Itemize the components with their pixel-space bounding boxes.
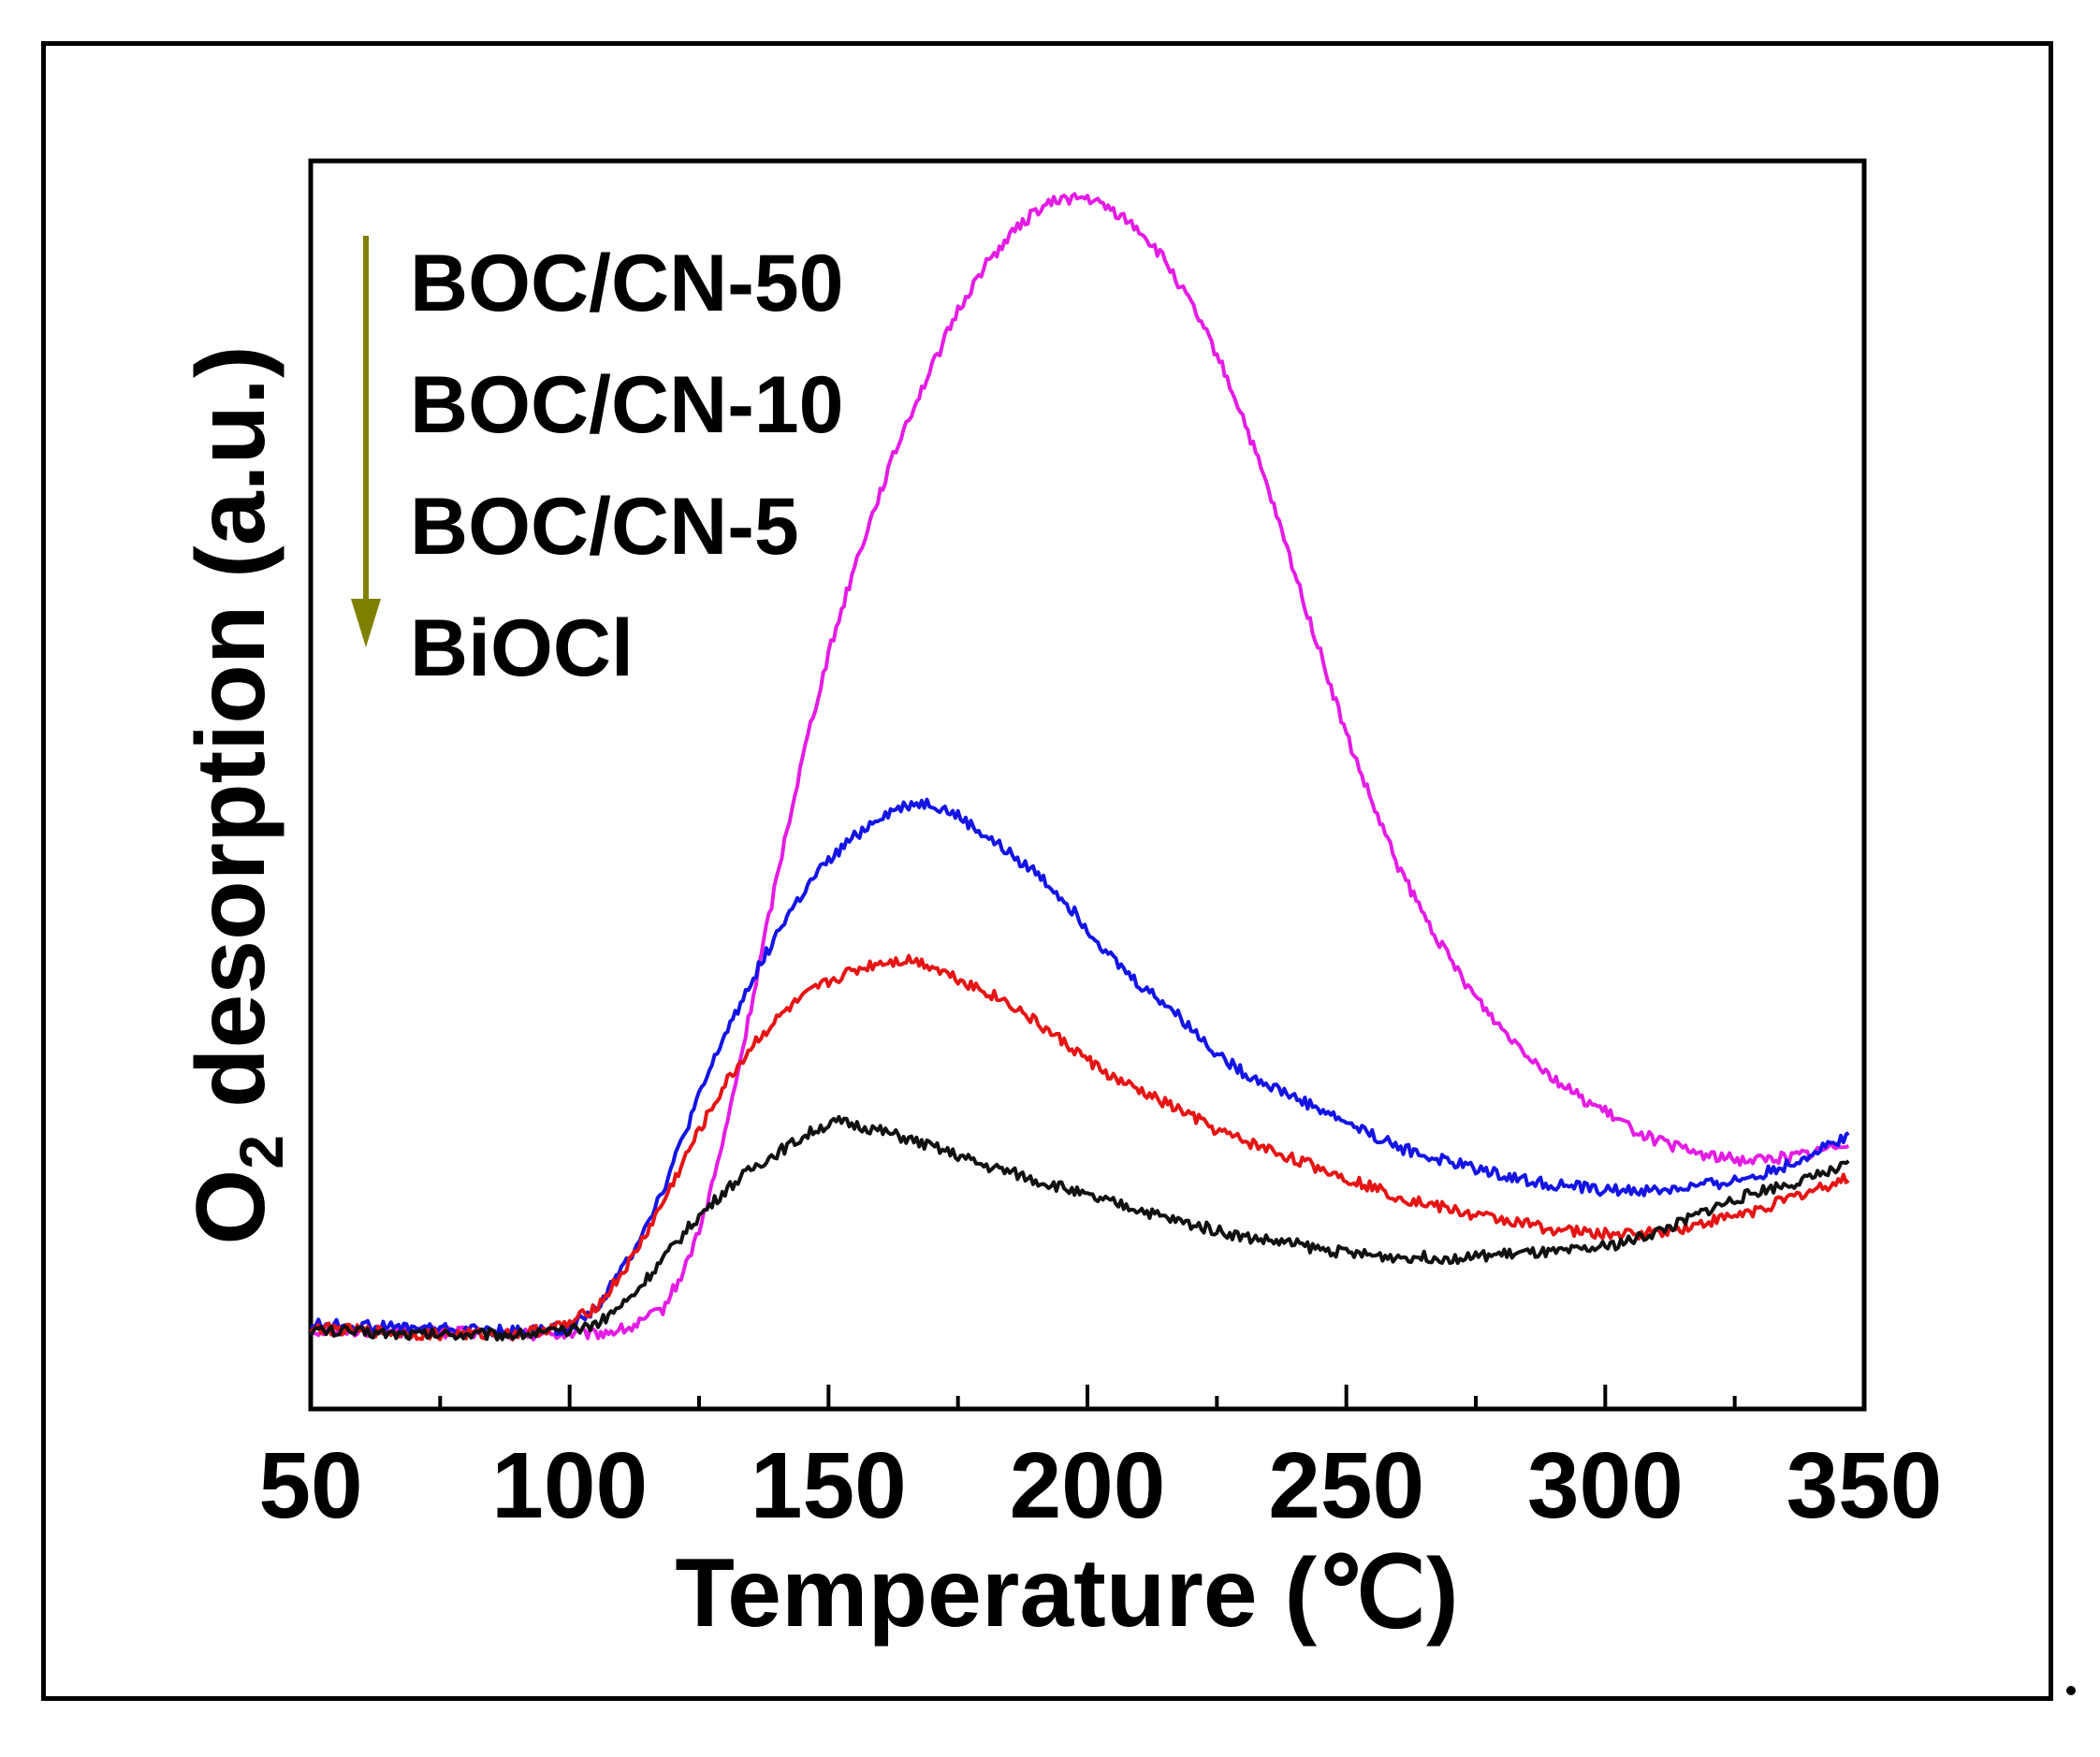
y-axis-title: O2 desorption (a.u.) (177, 345, 296, 1244)
legend: BOC/CN-50 BOC/CN-10 BOC/CN-5 BiOCl (351, 236, 844, 693)
x-tick-label: 50 (258, 1433, 362, 1538)
x-tick-label: 300 (1527, 1433, 1684, 1538)
legend-label-boc-cn-10: BOC/CN-10 (410, 360, 844, 450)
series-line-biocl (309, 1114, 1850, 1342)
y-axis-title-o: O (177, 1169, 285, 1245)
series-line-boc-cn-5 (309, 953, 1850, 1342)
legend-label-boc-cn-50: BOC/CN-50 (410, 239, 844, 328)
x-tick-label: 100 (491, 1433, 648, 1538)
x-tick-label: 350 (1786, 1433, 1943, 1538)
y-axis-title-rest: desorption (a.u.) (177, 345, 285, 1135)
legend-label-biocl: BiOCl (410, 603, 634, 693)
x-axis-title: Temperature (℃) (675, 1539, 1458, 1648)
plot-frame (308, 158, 1867, 1412)
x-tick-label: 200 (1010, 1433, 1166, 1538)
trailing-period (2066, 1686, 2076, 1695)
legend-label-boc-cn-5: BOC/CN-5 (410, 482, 799, 572)
series-layer (309, 192, 1850, 1342)
x-tick-label: 150 (751, 1433, 907, 1538)
figure-frame (41, 41, 2053, 1701)
legend-arrow-head (351, 599, 381, 647)
series-line-boc-cn-10 (310, 797, 1850, 1339)
y-axis-title-subscript: 2 (226, 1135, 296, 1169)
tick-layer: 50 100 150 200 250 300 350 (258, 1385, 1942, 1538)
x-tick-label: 250 (1268, 1433, 1424, 1538)
plot-area: 50 100 150 200 250 300 350 (258, 158, 1942, 1538)
